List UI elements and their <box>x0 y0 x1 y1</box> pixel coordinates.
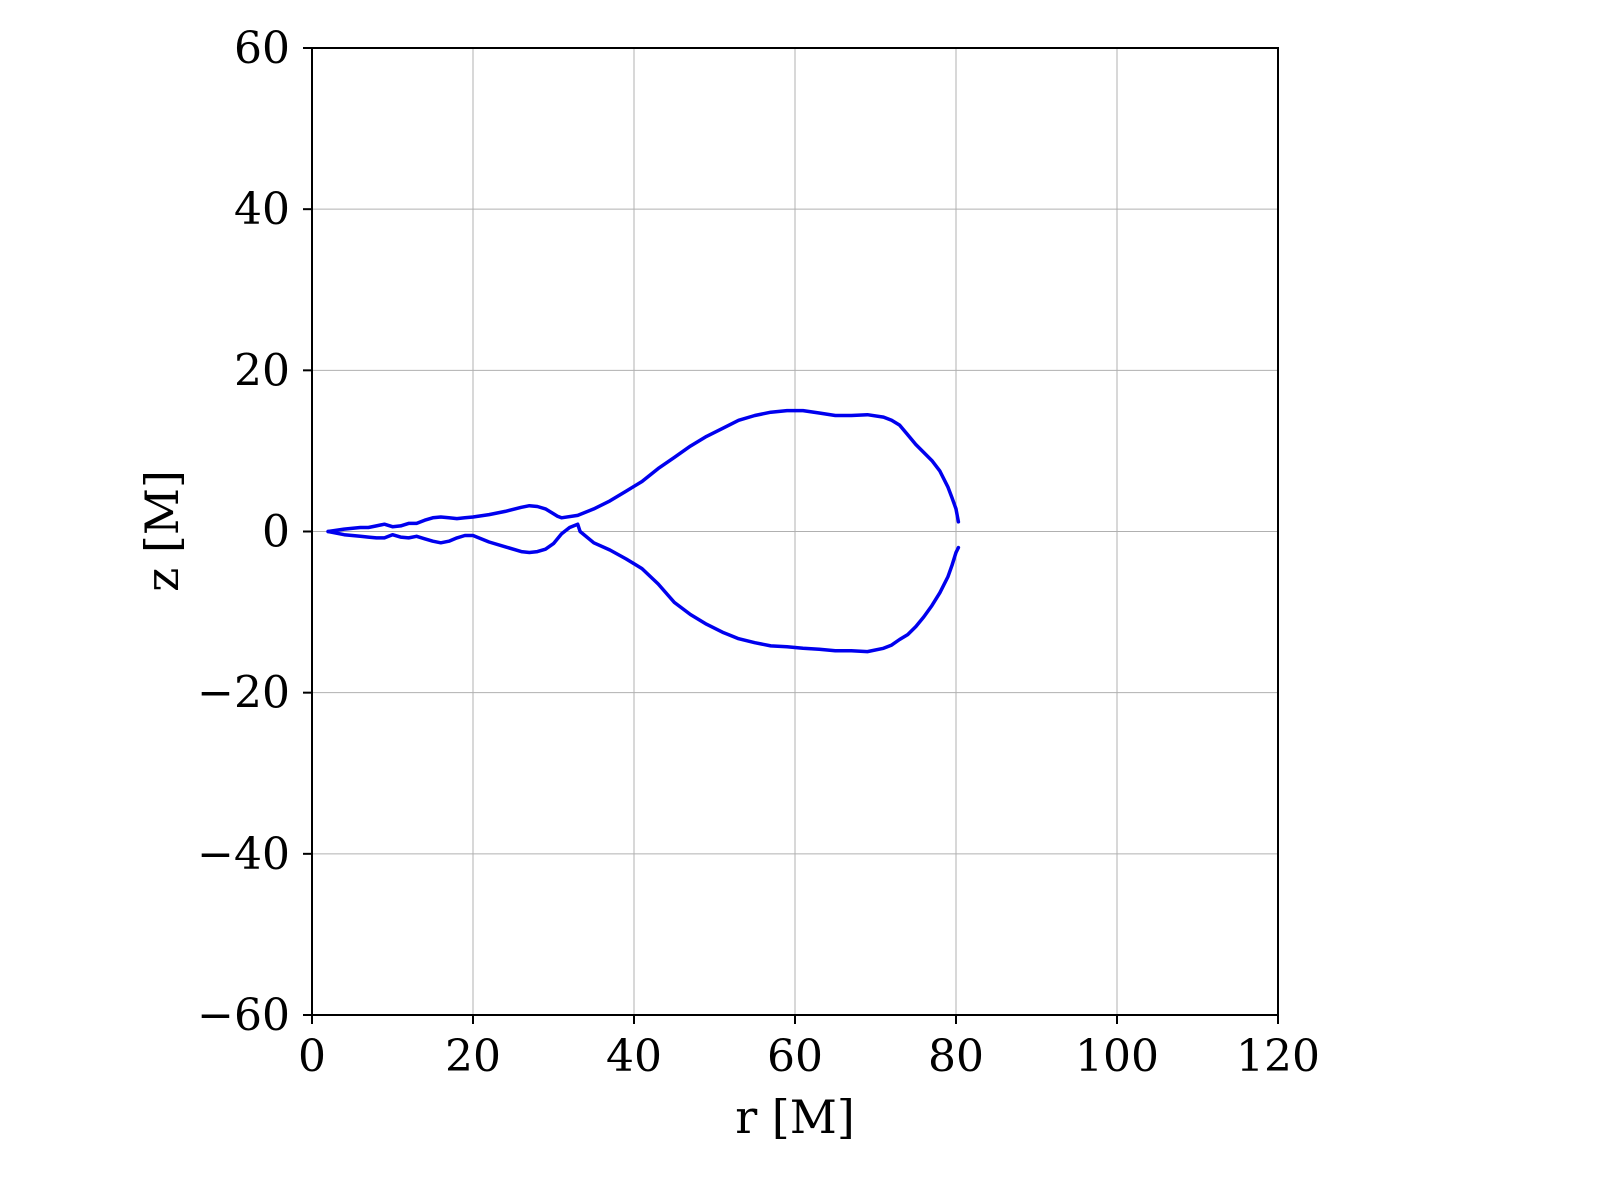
y-tick-label: 40 <box>234 184 290 235</box>
y-axis-label: z [M] <box>135 470 189 592</box>
upper-branch-line <box>326 408 961 534</box>
x-tick-label: 20 <box>445 1031 501 1082</box>
y-tick-label: −40 <box>197 829 290 880</box>
y-tick-label: 0 <box>262 507 290 558</box>
x-tick-label: 120 <box>1236 1031 1320 1082</box>
x-tick-label: 80 <box>928 1031 984 1082</box>
lower-branch-line <box>326 522 961 654</box>
x-axis-label: r [M] <box>735 1090 855 1144</box>
y-tick-label: −60 <box>197 990 290 1041</box>
x-tick-label: 0 <box>298 1031 326 1082</box>
x-tick-label: 40 <box>606 1031 662 1082</box>
x-tick-label: 100 <box>1075 1031 1159 1082</box>
y-tick-label: 60 <box>234 23 290 74</box>
grid-lines <box>311 47 1279 1016</box>
x-tick-label: 60 <box>767 1031 823 1082</box>
y-tick-label: 20 <box>234 345 290 396</box>
series-lines <box>326 408 961 654</box>
y-tick-label: −20 <box>197 668 290 719</box>
axis-ticks: 0 20 40 60 80 100 120 −60 −40 −20 0 20 40 60 <box>197 23 1320 1082</box>
